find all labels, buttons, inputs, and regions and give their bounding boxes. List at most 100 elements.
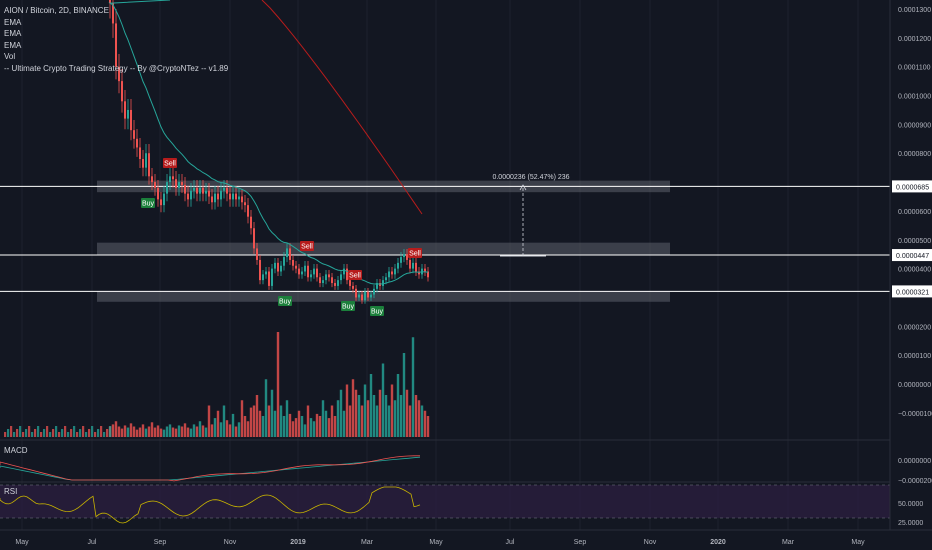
legend-symbol[interactable]: AION / Bitcoin, 2D, BINANCE (4, 6, 109, 15)
price-tick: 0.0001000 (898, 94, 931, 101)
volume-bar (106, 429, 109, 437)
grid (21, 0, 859, 530)
price-tick: 0.0000200 (898, 324, 931, 331)
volume-bar (97, 429, 100, 437)
legend-strategy[interactable]: -- Ultimate Crypto Trading Strategy -- B… (4, 63, 229, 73)
trade-signals: Sell Buy Sell Buy Sell Buy Buy Sell (141, 158, 422, 316)
candle-body (235, 193, 237, 200)
volume-bar (270, 389, 274, 437)
candle-body (295, 265, 297, 269)
candle-body (322, 280, 324, 284)
volume-bar (210, 424, 214, 437)
candle-body (415, 262, 417, 272)
candlesticks[interactable] (109, 0, 429, 304)
candle-body (157, 187, 159, 200)
volume-bar (73, 426, 76, 437)
candle-body (331, 277, 333, 284)
volume-bar (103, 432, 106, 437)
candle-body (385, 277, 387, 281)
volume-bar (55, 426, 58, 437)
horizontal-levels[interactable] (0, 185, 890, 292)
volume-bar (43, 429, 46, 437)
candle-body (382, 280, 384, 286)
volume-bar (76, 432, 79, 437)
candle-body (175, 179, 177, 188)
volume-bar (123, 425, 127, 437)
legend-volume[interactable]: Vol (4, 52, 16, 61)
measure-tool[interactable]: 0.0000236 (52.47%) 236 (492, 174, 570, 257)
volume-bar (306, 405, 310, 437)
candle-body (412, 262, 414, 269)
candle-body (259, 259, 261, 281)
volume-bar (61, 429, 64, 437)
candle-body (391, 271, 393, 275)
volume-bar (162, 429, 166, 437)
legend-ema-1[interactable]: EMA (4, 17, 22, 27)
rsi-tick: 50.0000 (898, 501, 923, 508)
volume-bar (129, 423, 133, 437)
time-tick: Jul (88, 539, 97, 546)
volume-bar (204, 427, 208, 437)
signal-label: Buy (279, 299, 292, 306)
price-tick: 0.0001100 (898, 65, 931, 72)
volume-bar (147, 426, 151, 437)
volume-bar (333, 416, 337, 437)
volume-bar (231, 413, 235, 437)
candle-body (166, 182, 168, 194)
volume-bar (109, 426, 112, 437)
volume-bar (159, 428, 163, 437)
candle-body (268, 271, 270, 286)
candle-body (253, 228, 255, 249)
candle-body (400, 257, 402, 263)
rsi-tick: 25.0000 (898, 520, 923, 527)
volume-bar (360, 405, 364, 437)
candle-body (316, 268, 318, 278)
volume-bar (237, 422, 241, 437)
chart-legend: AION / Bitcoin, 2D, BINANCE EMA EMA EMA … (4, 5, 228, 74)
volume-bar (327, 418, 331, 437)
volume-bar (297, 410, 301, 437)
rsi-label[interactable]: RSI (4, 487, 18, 496)
volume-bar (126, 427, 130, 437)
volume-bar (85, 432, 88, 437)
price-tick: 0.0000900 (898, 122, 931, 129)
legend-ema-2[interactable]: EMA (4, 29, 22, 38)
volume-bar (390, 384, 394, 437)
volume-bar (369, 374, 373, 437)
price-tick: 0.0000600 (898, 209, 931, 216)
ema-fast-line (108, 0, 429, 285)
volume-bar (70, 429, 73, 437)
signal-label: Sell (164, 161, 176, 168)
candle-body (217, 193, 219, 200)
volume-bar (423, 410, 427, 437)
volume-bar (279, 405, 283, 437)
volume-bar (339, 389, 343, 437)
signal-label: Sell (409, 251, 421, 258)
volume-bar (372, 395, 376, 437)
candle-body (355, 288, 357, 298)
time-axis[interactable]: May Jul Sep Nov 2019 Mar May Jul Sep Nov 2020 Mar Ma… (15, 539, 865, 546)
time-tick: Mar (361, 539, 374, 546)
volume-bar (165, 426, 169, 437)
volume-bar (7, 429, 10, 437)
sr-zone (97, 291, 670, 302)
measure-arrowhead (519, 184, 527, 191)
signal-label: Buy (142, 201, 155, 208)
legend-ema-3[interactable]: EMA (4, 40, 22, 50)
volume-bar (264, 379, 268, 437)
candle-body (313, 268, 315, 275)
volume-bar (153, 427, 157, 437)
candle-body (388, 271, 390, 278)
volume-bar (309, 418, 313, 437)
volume-bar (378, 389, 382, 437)
volume-bar (94, 432, 97, 437)
candle-body (247, 205, 249, 217)
candle-body (358, 294, 360, 298)
volume-bar (186, 427, 190, 437)
price-axis[interactable]: 0.0001300 0.0001200 0.0001100 0.0001000 0.00… (892, 7, 932, 527)
price-marker-label: 0.0000447 (896, 253, 929, 260)
macd-label[interactable]: MACD (4, 446, 28, 455)
measure-label: 0.0000236 (52.47%) 236 (492, 174, 569, 181)
